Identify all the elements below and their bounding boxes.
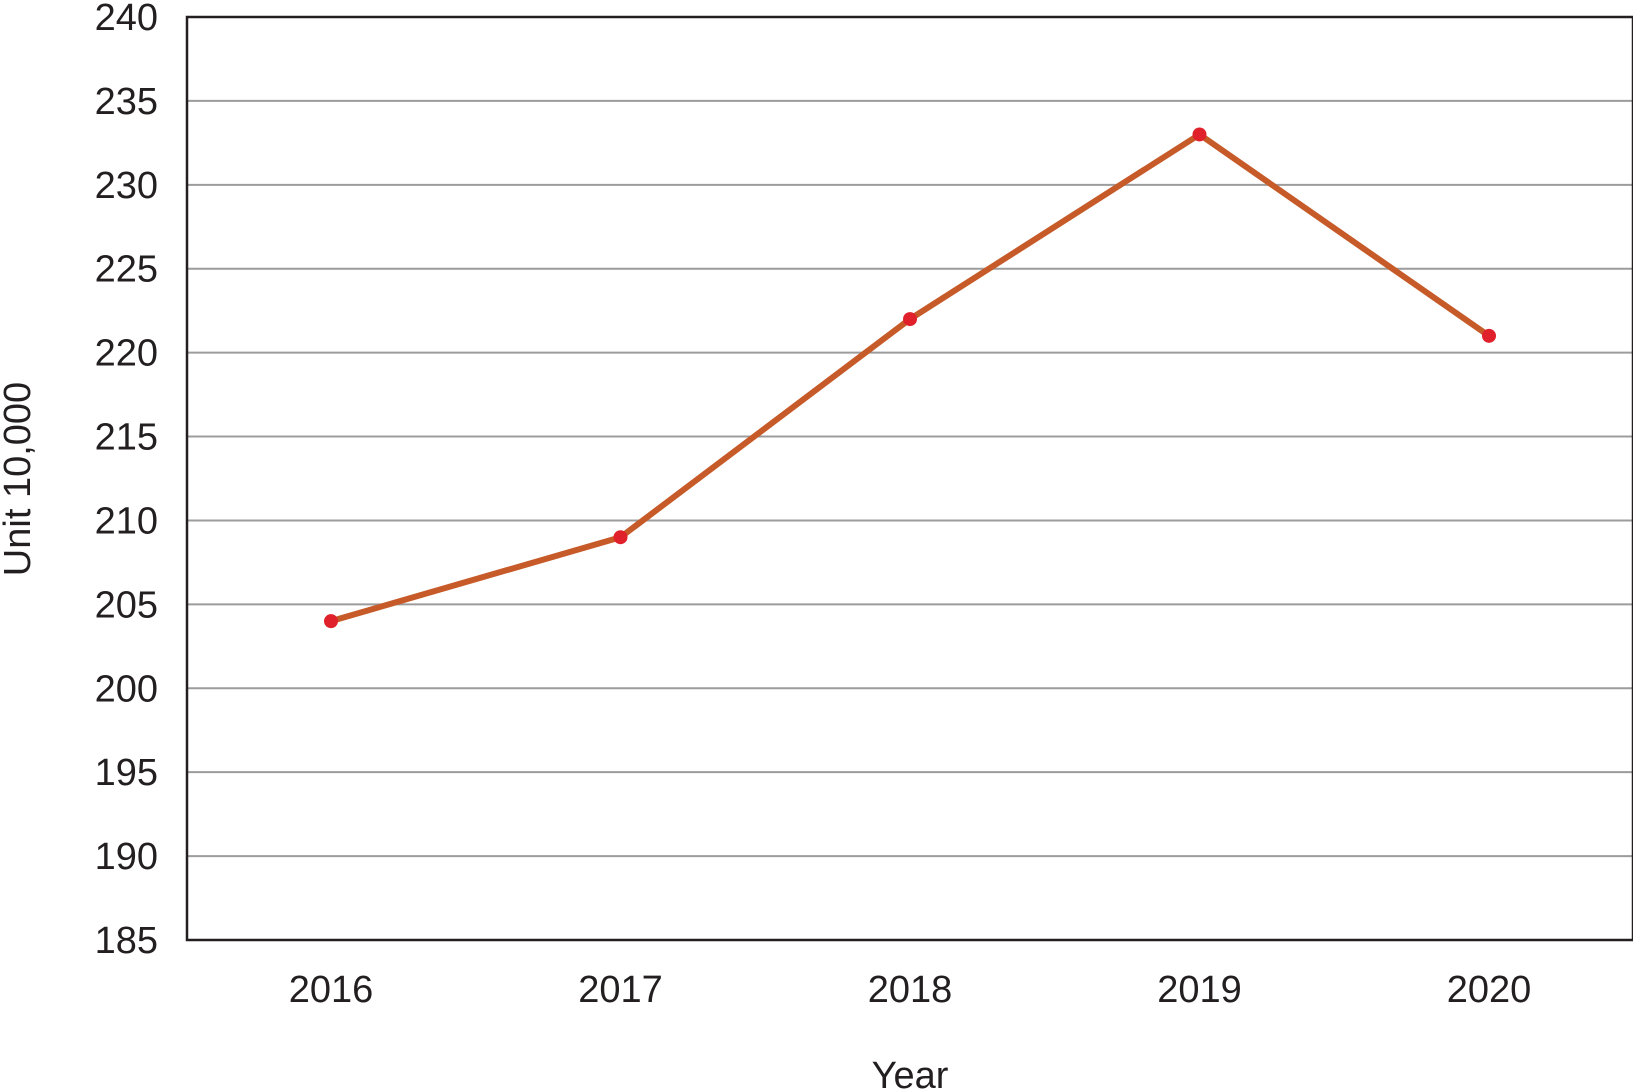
- data-point-2020: [1482, 328, 1496, 343]
- y-tick-label-205: 205: [95, 584, 158, 626]
- x-tick-label-2018: 2018: [868, 969, 953, 1011]
- y-tick-label-220: 220: [95, 333, 158, 375]
- y-tick-label-215: 215: [95, 417, 158, 459]
- y-tick-label-190: 190: [95, 836, 158, 878]
- x-axis-title: Year: [872, 1055, 949, 1091]
- x-tick-label-2019: 2019: [1157, 969, 1242, 1011]
- x-tick-label-2020: 2020: [1447, 969, 1532, 1011]
- y-axis-title: Unit 10,000: [0, 382, 39, 576]
- y-tick-label-200: 200: [95, 668, 158, 710]
- y-tick-label-195: 195: [95, 752, 158, 794]
- data-point-2017: [613, 530, 628, 545]
- grid-lines: [187, 99, 1633, 858]
- y-tick-label-210: 210: [95, 500, 158, 542]
- y-tick-label-225: 225: [95, 249, 158, 291]
- y-axis-tick-labels: 185 190 195 200 205 210 215 220 225 230 235 240: [95, 0, 158, 962]
- y-tick-label-230: 230: [95, 165, 158, 207]
- data-point-2018: [903, 312, 917, 327]
- plot-area-frame: [185, 15, 1633, 942]
- data-point-2019: [1192, 127, 1207, 142]
- x-tick-label-2017: 2017: [578, 969, 663, 1011]
- x-axis-tick-labels: 2016 2017 2018 2019 2020: [289, 969, 1532, 1011]
- y-tick-label-235: 235: [95, 81, 158, 123]
- series-line-0: [328, 131, 1492, 625]
- y-tick-label-240: 240: [95, 0, 158, 39]
- y-tick-label-185: 185: [95, 920, 158, 962]
- x-tick-label-2016: 2016: [289, 969, 374, 1011]
- data-point-2016: [324, 614, 338, 629]
- series: [324, 127, 1496, 629]
